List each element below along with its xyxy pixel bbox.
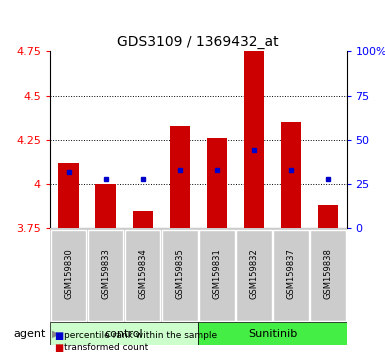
Text: GSM159832: GSM159832 — [249, 248, 258, 299]
FancyBboxPatch shape — [125, 230, 161, 321]
Bar — [281, 122, 301, 228]
Text: GSM159830: GSM159830 — [64, 248, 73, 299]
Text: GSM159835: GSM159835 — [175, 248, 184, 299]
Title: GDS3109 / 1369432_at: GDS3109 / 1369432_at — [117, 35, 279, 49]
FancyBboxPatch shape — [162, 230, 198, 321]
Text: GSM159837: GSM159837 — [286, 248, 295, 299]
Bar — [132, 211, 153, 228]
FancyBboxPatch shape — [273, 230, 309, 321]
Text: GSM159833: GSM159833 — [101, 248, 110, 299]
Text: ■: ■ — [54, 331, 63, 341]
Text: agent: agent — [14, 329, 46, 339]
Text: control: control — [105, 329, 144, 339]
Bar — [207, 138, 227, 228]
Text: ▶: ▶ — [52, 329, 59, 339]
Bar — [59, 163, 79, 228]
FancyBboxPatch shape — [88, 230, 124, 321]
Text: transformed count: transformed count — [64, 343, 148, 352]
Text: GSM159838: GSM159838 — [323, 248, 333, 299]
Text: ■: ■ — [54, 343, 63, 353]
FancyBboxPatch shape — [51, 230, 86, 321]
FancyBboxPatch shape — [199, 230, 234, 321]
Text: GSM159834: GSM159834 — [138, 248, 147, 299]
Text: Sunitinib: Sunitinib — [248, 329, 297, 339]
Bar — [95, 184, 116, 228]
Bar — [318, 205, 338, 228]
Bar — [198, 322, 346, 345]
Text: GSM159831: GSM159831 — [212, 248, 221, 299]
FancyBboxPatch shape — [310, 230, 346, 321]
Text: percentile rank within the sample: percentile rank within the sample — [64, 331, 217, 340]
Bar — [169, 126, 190, 228]
FancyBboxPatch shape — [236, 230, 272, 321]
Bar — [244, 51, 264, 228]
Bar — [50, 322, 198, 345]
